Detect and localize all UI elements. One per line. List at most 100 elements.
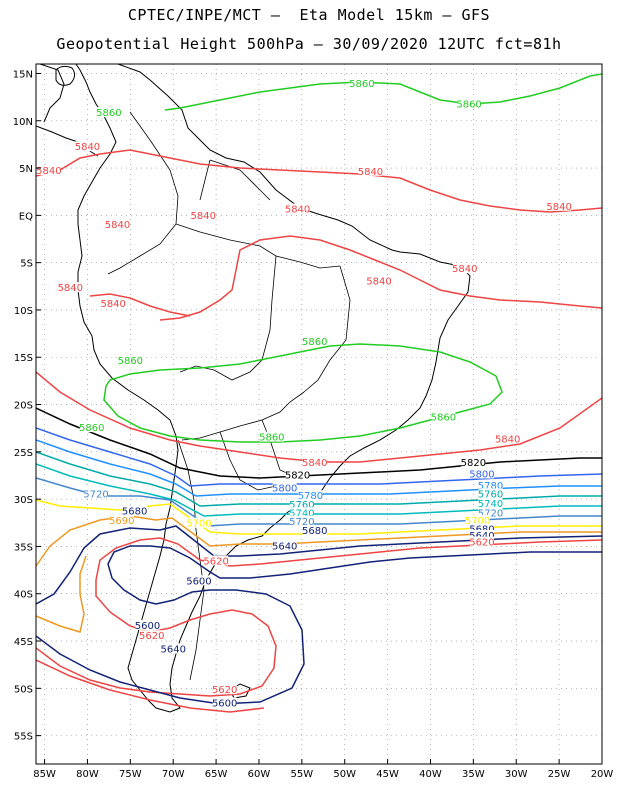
lat-tick-label: 40S	[14, 590, 33, 601]
country-borders	[107, 111, 351, 681]
contour-label: 5760	[289, 500, 314, 511]
contour-label: 5840	[366, 277, 391, 288]
contour-label-bg	[118, 354, 143, 365]
lat-tick-label: 15N	[13, 69, 33, 80]
lat-tick-label: 50S	[14, 684, 33, 695]
contour-label-bg	[186, 575, 211, 586]
contour-label-bg	[212, 684, 237, 695]
contour-label-bg	[109, 514, 134, 525]
lon-tick-label: 45W	[376, 769, 399, 780]
lat-tick-label: 5S	[20, 259, 33, 270]
contour-label-bg	[101, 298, 126, 309]
contour-5860-north	[164, 73, 602, 111]
contour-label: 5820	[285, 470, 310, 481]
contour-label: 5720	[478, 508, 503, 519]
contour-label: 5640	[160, 644, 185, 655]
south-america-coast	[75, 64, 471, 713]
chart-title-line-2: Geopotential Height 500hPa – 30/09/2020 …	[56, 35, 562, 53]
contour-label-bg	[478, 479, 503, 490]
lat-tick-label: 10N	[13, 117, 33, 128]
contour-label: 5840	[546, 202, 571, 213]
contour-label: 5780	[298, 491, 323, 502]
contour-label: 5620	[203, 557, 228, 568]
contour-label-bg	[547, 200, 572, 211]
contour-label: 5840	[495, 434, 520, 445]
contour-label: 5860	[96, 108, 121, 119]
contour-label-bg	[461, 457, 486, 468]
contour-label: 5600	[212, 698, 237, 709]
contour-label: 5860	[79, 423, 104, 434]
contour-label: 5840	[36, 166, 61, 177]
contour-label: 5800	[272, 484, 297, 495]
lon-tick-label: 30W	[505, 769, 528, 780]
caribbean-island	[55, 65, 76, 86]
contour-label-bg	[495, 433, 520, 444]
contour-label: 5840	[302, 458, 327, 469]
contour-label-bg	[186, 517, 211, 528]
lon-tick-label: 35W	[462, 769, 485, 780]
contour-label-bg	[431, 411, 456, 422]
contour-label-bg	[79, 422, 104, 433]
contour-label: 5760	[478, 489, 503, 500]
contour-label-bg	[298, 490, 323, 501]
lon-tick-label: 85W	[33, 769, 56, 780]
contour-label: 5720	[289, 517, 314, 528]
contour-label-bg	[285, 469, 310, 480]
contour-label: 5860	[349, 79, 374, 90]
contour-5680	[36, 515, 602, 633]
contour-5840-west	[89, 293, 191, 317]
lon-tick-label: 50W	[333, 769, 356, 780]
lon-tick-label: 55W	[291, 769, 314, 780]
plot-frame	[35, 63, 603, 765]
contour-label: 5640	[469, 531, 494, 542]
lat-tick-label: 55S	[14, 732, 33, 743]
contour-label-bg	[36, 164, 61, 175]
contour-label: 5860	[302, 337, 327, 348]
lon-tick-label: 75W	[119, 769, 142, 780]
contour-label-bg	[191, 210, 216, 221]
contour-label: 5740	[478, 499, 503, 510]
lat-tick-label: 25S	[14, 448, 33, 459]
contour-label-bg	[478, 497, 503, 508]
lon-tick-label: 80W	[76, 769, 99, 780]
contour-label: 5780	[478, 481, 503, 492]
contour-label-bg	[469, 523, 494, 534]
contour-label-bg	[457, 98, 482, 109]
contour-label-bg	[452, 263, 477, 274]
lat-tick-label: 15S	[14, 353, 33, 364]
contour-label: 5800	[469, 469, 494, 480]
lon-tick-label: 40W	[419, 769, 442, 780]
contour-label-bg	[289, 515, 314, 526]
contour-label: 5840	[191, 211, 216, 222]
contour-label: 5620	[469, 538, 494, 549]
contour-5840-amazon	[159, 235, 602, 321]
chart-title-line-1: CPTEC/INPE/MCT – Eta Model 15km – GFS	[127, 6, 491, 24]
contour-labels: 5860 5860 5860 5840 5840 5840 5840 5840 5840 5840…	[36, 77, 572, 709]
contour-label-bg	[212, 697, 237, 708]
contour-5840-north	[36, 149, 602, 213]
contour-label-bg	[302, 457, 327, 468]
contour-label-bg	[204, 555, 229, 566]
contour-label: 5860	[118, 356, 143, 367]
contour-label-bg	[302, 525, 327, 536]
plot-area	[36, 64, 602, 764]
lat-tick-label: 30S	[14, 495, 33, 506]
contour-label: 5680	[469, 524, 494, 535]
contour-label: 5840	[75, 142, 100, 153]
contour-label: 5720	[83, 489, 108, 500]
contour-5700	[36, 499, 602, 535]
lat-tick-label: 20S	[14, 401, 33, 412]
contour-5840-south	[36, 371, 602, 463]
lat-tick-label: 5N	[19, 164, 33, 175]
contour-label-bg	[122, 505, 147, 516]
contour-label: 5680	[122, 506, 147, 517]
panama-coast	[39, 64, 65, 123]
contour-label: 5860	[259, 433, 284, 444]
contour-label-bg	[469, 536, 494, 547]
contour-label-bg	[469, 468, 494, 479]
contour-label: 5840	[358, 167, 383, 178]
contour-label: 5840	[105, 220, 130, 231]
contour-5860-subtropical	[103, 343, 503, 443]
lon-tick-label: 65W	[205, 769, 228, 780]
